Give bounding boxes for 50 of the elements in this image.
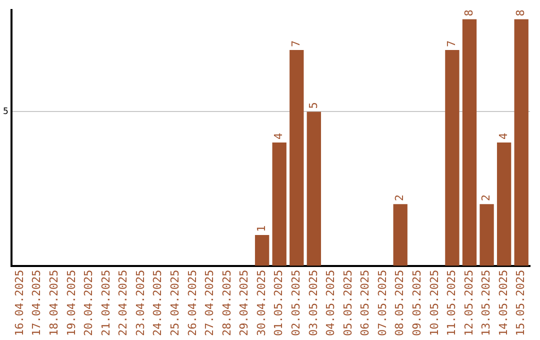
x-tick-label: 08.05.2025 <box>393 270 406 336</box>
x-tick-label: 23.04.2025 <box>134 270 147 336</box>
bar <box>306 112 322 266</box>
x-tick-label: 06.05.2025 <box>358 270 372 336</box>
x-tick-label: 19.04.2025 <box>64 270 78 336</box>
x-tick-label: 24.04.2025 <box>151 270 164 336</box>
data-label: 1 <box>254 225 268 232</box>
x-tick-label: 27.04.2025 <box>203 270 216 336</box>
x-tick-label: 05.05.2025 <box>341 270 354 336</box>
x-tick-label: 13.05.2025 <box>480 270 493 336</box>
x-tick-label: 16.04.2025 <box>12 270 26 336</box>
data-label: 7 <box>290 40 302 48</box>
bar <box>272 142 286 266</box>
x-tick-label: 26.04.2025 <box>186 270 199 336</box>
data-label: 4 <box>496 132 510 140</box>
x-tick-label: 01.05.2025 <box>272 270 286 336</box>
bar <box>445 50 460 266</box>
data-label: 8 <box>462 10 476 16</box>
x-tick-label: 20.04.2025 <box>82 270 96 336</box>
x-tick-label: 28.04.2025 <box>220 270 234 336</box>
x-tick-label: 04.05.2025 <box>324 270 338 336</box>
data-label: 8 <box>514 10 528 16</box>
x-tick-label: 12.05.2025 <box>462 270 476 336</box>
x-tick-label: 07.05.2025 <box>376 270 389 336</box>
bar <box>462 19 477 266</box>
x-tick-label: 17.04.2025 <box>30 270 44 336</box>
x-tick-label: 02.05.2025 <box>290 270 302 336</box>
bar <box>514 19 528 266</box>
data-label: 2 <box>393 194 406 202</box>
data-label: 4 <box>272 132 286 140</box>
x-tick-label: 14.05.2025 <box>496 270 510 336</box>
x-tick-label: 29.04.2025 <box>238 270 251 336</box>
x-tick-label: 22.04.2025 <box>116 270 130 336</box>
bar <box>480 204 494 266</box>
x-tick-label: 10.05.2025 <box>428 270 441 336</box>
x-tick-label: 15.05.2025 <box>514 270 528 336</box>
bar <box>393 204 408 266</box>
data-label: 2 <box>480 194 493 202</box>
x-tick-label: 11.05.2025 <box>445 270 458 336</box>
x-tick-label: 21.04.2025 <box>99 270 112 336</box>
x-tick-label: 18.04.2025 <box>47 270 60 336</box>
bar <box>254 234 270 266</box>
data-label: 7 <box>445 40 458 48</box>
x-tick-label: 09.05.2025 <box>410 270 424 336</box>
x-tick-label: 03.05.2025 <box>306 270 320 336</box>
bar <box>290 50 304 266</box>
data-label: 5 <box>306 102 320 109</box>
x-tick-label: 25.04.2025 <box>168 270 182 336</box>
bar <box>496 142 512 266</box>
x-tick-label: 30.04.2025 <box>254 270 268 336</box>
